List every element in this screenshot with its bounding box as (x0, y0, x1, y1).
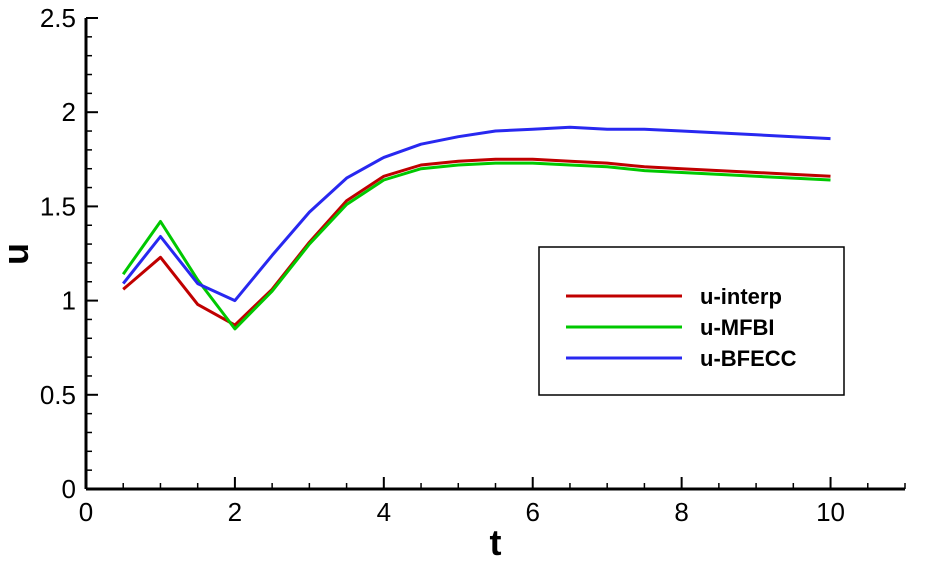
x-tick-label: 8 (674, 497, 688, 527)
legend-box (538, 246, 845, 396)
y-tick-label: 1 (62, 286, 76, 316)
y-tick-label: 0.5 (40, 380, 76, 410)
y-tick-label: 0 (62, 474, 76, 504)
y-tick-label: 1.5 (40, 191, 76, 221)
axes (84, 18, 905, 491)
ticks (85, 17, 832, 490)
legend-label-u-mfbi: u-MFBI (700, 315, 775, 340)
x-tick-label: 0 (79, 497, 93, 527)
series-line-u-bfecc (122, 125, 831, 303)
x-tick-label: 10 (816, 497, 845, 527)
tick-labels: 0 2 4 6 8 10 0 0.5 1 1.5 2 2.5 (40, 3, 845, 527)
x-tick-label: 2 (228, 497, 242, 527)
y-tick-label: 2 (62, 97, 76, 127)
series-lines (121, 125, 831, 331)
series-line-u-interp (122, 157, 831, 327)
legend-label-u-bfecc: u-BFECC (700, 346, 797, 371)
legend: u-interp u-MFBI u-BFECC (538, 246, 845, 396)
y-axis-label: u (0, 243, 36, 265)
y-tick-label: 2.5 (40, 3, 76, 33)
x-tick-label: 4 (377, 497, 391, 527)
x-tick-label: 6 (525, 497, 539, 527)
x-axis-label: t (490, 522, 502, 563)
legend-label-u-interp: u-interp (700, 284, 782, 309)
series-line-u-mfbi (121, 161, 831, 331)
